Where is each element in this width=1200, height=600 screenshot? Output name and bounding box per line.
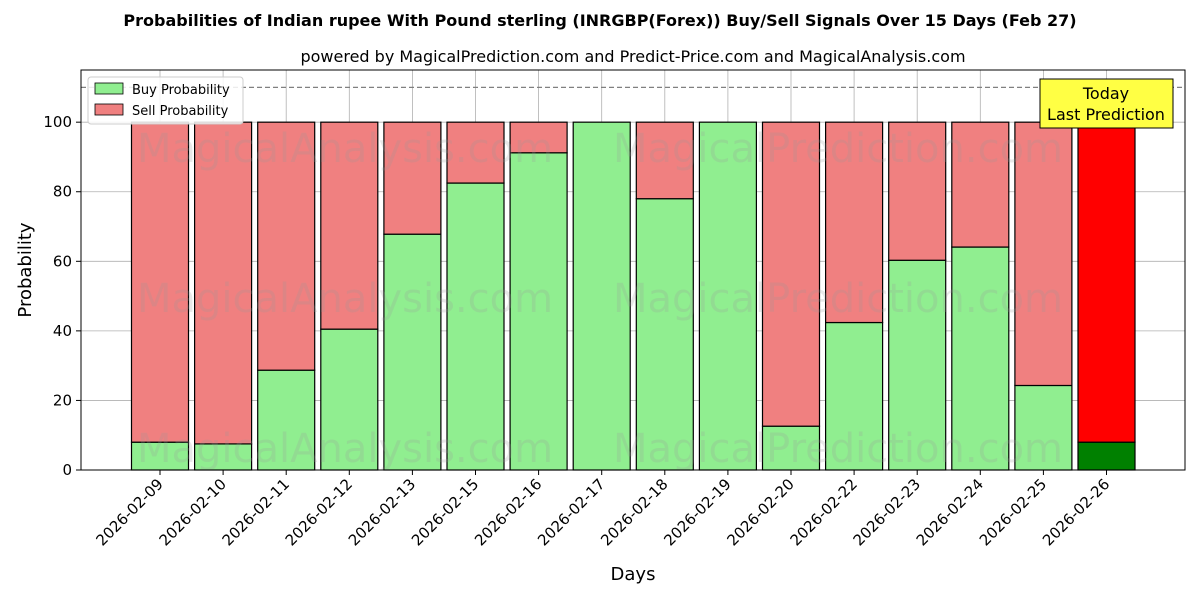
bars: [130, 121, 1136, 471]
sell-bar: [635, 121, 694, 200]
x-tick-label: 2026-02-26: [1039, 475, 1113, 549]
x-tick-label: 2026-02-16: [471, 475, 545, 549]
y-ticks: 0 20 40 60 80 100: [43, 113, 81, 479]
x-tick-label: 2026-02-09: [92, 475, 166, 549]
sell-bar: [509, 121, 568, 154]
watermark-prediction-2: MagicalPrediction.com: [613, 276, 1063, 322]
x-tick-label: 2026-02-11: [219, 475, 293, 549]
x-tick-label: 2026-02-10: [156, 475, 230, 549]
buy-bar: [572, 121, 631, 471]
chart-title: Probabilities of Indian rupee With Pound…: [123, 11, 1076, 30]
sell-bar: [130, 121, 190, 443]
legend-sell-label: Sell Probability: [132, 104, 229, 119]
legend: Buy Probability Sell Probability: [87, 76, 244, 125]
buy-bar: [320, 328, 379, 471]
buy-bar: [761, 425, 821, 471]
sell-bar: [761, 121, 821, 427]
watermarks: MagicalAnalysis.com MagicalPrediction.co…: [137, 126, 1063, 472]
buy-bar: [951, 246, 1010, 471]
buy-bar: [257, 369, 316, 471]
legend-box: [87, 76, 244, 125]
sell-bar: [888, 121, 947, 261]
buy-bar: [446, 182, 505, 471]
y-tick-label: 40: [53, 322, 72, 340]
sell-bar: [824, 121, 884, 324]
watermark-analysis-2: MagicalAnalysis.com: [137, 276, 553, 322]
x-tick-label: 2026-02-17: [534, 475, 608, 549]
sell-bar: [1014, 121, 1073, 387]
sell-bar: [257, 121, 316, 371]
today-annotation: Today Last Prediction: [1039, 78, 1174, 129]
x-tick-label: 2026-02-22: [787, 475, 861, 549]
plot-frame: [80, 69, 1186, 471]
buy-bar: [635, 198, 694, 471]
sell-bar: [1077, 121, 1136, 443]
x-tick-label: 2026-02-20: [723, 475, 797, 549]
legend-sell-swatch: [94, 103, 124, 116]
x-ticks: 2026-02-092026-02-102026-02-112026-02-12…: [92, 470, 1113, 549]
x-tick-label: 2026-02-12: [282, 475, 356, 549]
y-tick-label: 60: [53, 252, 72, 270]
x-tick-label: 2026-02-25: [976, 475, 1050, 549]
x-tick-label: 2026-02-15: [408, 475, 482, 549]
chart-subtitle: powered by MagicalPrediction.com and Pre…: [300, 47, 965, 66]
y-tick-label: 20: [53, 391, 72, 409]
x-tick-label: 2026-02-19: [660, 475, 734, 549]
y-tick-label: 80: [53, 183, 72, 201]
watermark-analysis-3: MagicalAnalysis.com: [137, 426, 553, 472]
buy-bar: [1077, 441, 1136, 471]
sell-bar: [383, 121, 442, 235]
legend-buy-label: Buy Probability: [132, 83, 230, 98]
y-axis-label: Probability: [15, 222, 36, 317]
watermark-analysis-1: MagicalAnalysis.com: [137, 126, 553, 172]
today-box: [1039, 78, 1174, 129]
legend-buy-swatch: [94, 82, 124, 95]
watermark-prediction-3: MagicalPrediction.com: [613, 426, 1063, 472]
y-tick-label: 0: [62, 461, 72, 479]
x-tick-label: 2026-02-13: [345, 475, 419, 549]
buy-bar: [698, 121, 758, 471]
sell-bar: [446, 121, 505, 184]
x-axis-label: Days: [611, 564, 656, 585]
last-prediction-label: Last Prediction: [1047, 105, 1165, 124]
buy-bar: [509, 152, 568, 471]
watermark-prediction-1: MagicalPrediction.com: [613, 126, 1063, 172]
buy-bar: [824, 321, 884, 471]
y-tick-label: 100: [43, 113, 72, 131]
x-tick-label: 2026-02-18: [597, 475, 671, 549]
sell-bar: [951, 121, 1010, 248]
x-tick-label: 2026-02-24: [913, 475, 987, 549]
buy-bar: [383, 233, 442, 471]
today-label: Today: [1082, 84, 1129, 103]
x-tick-label: 2026-02-23: [850, 475, 924, 549]
buy-bar: [888, 259, 947, 471]
sell-bar: [320, 121, 379, 330]
